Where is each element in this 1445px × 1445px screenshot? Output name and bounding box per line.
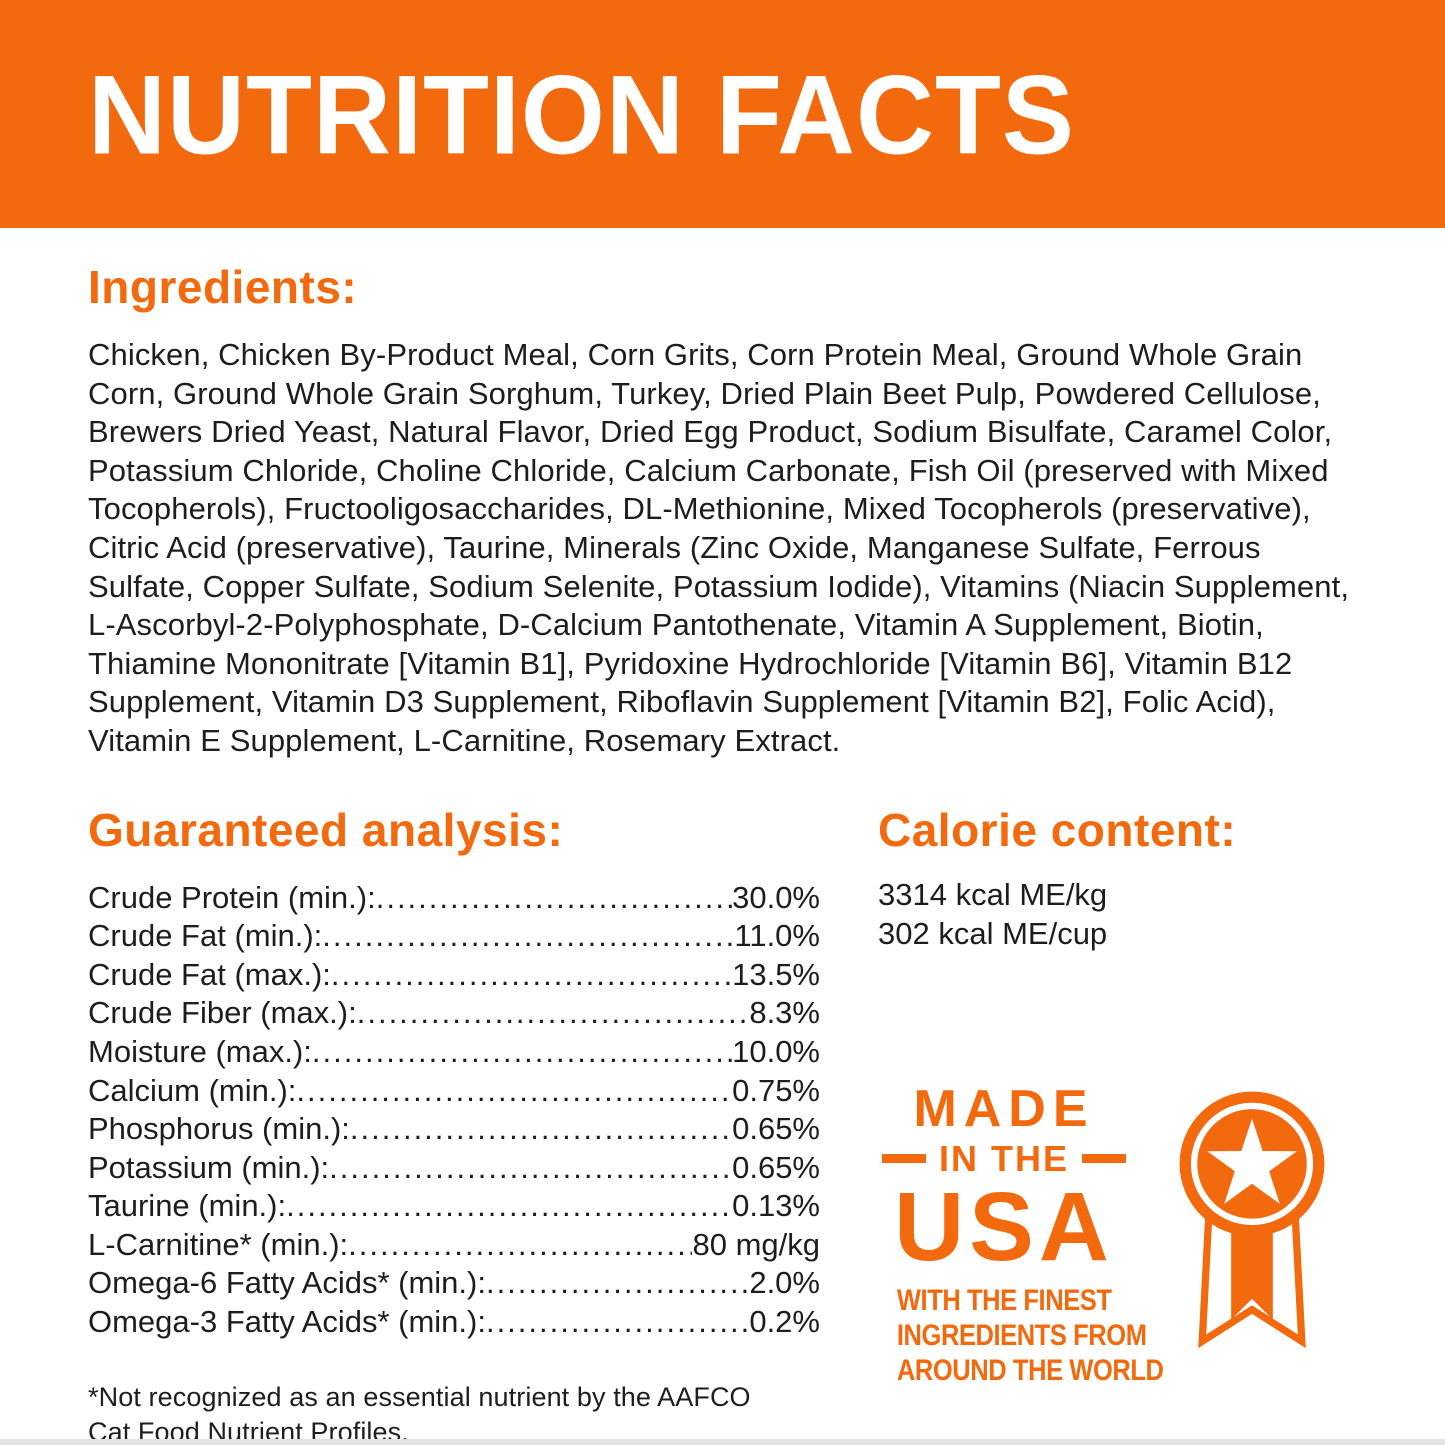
analysis-row: Omega-3 Fatty Acids* (min.): 0.2% [88,1303,820,1342]
dot-leader [296,1072,732,1111]
calorie-content-section: Calorie content: 3314 kcal ME/kg 302 kca… [878,803,1357,1445]
badge-subtext-line: INGREDIENTS FROM [896,1318,1147,1352]
dot-leader [486,1264,749,1303]
aafco-footnote: *Not recognized as an essential nutrient… [88,1381,751,1445]
analysis-value: 0.75% [732,1072,820,1108]
label-body: Ingredients: Chicken, Chicken By-Product… [0,260,1445,1445]
guaranteed-analysis-heading: Guaranteed analysis: [88,803,564,856]
guaranteed-analysis-section: Guaranteed analysis: Crude Protein (min.… [88,803,820,1445]
analysis-label: Omega-6 Fatty Acids* (min.): [88,1265,486,1301]
analysis-row: Crude Fat (min.): 11.0% [88,917,820,956]
dot-leader [312,1033,732,1072]
dot-leader [350,1110,732,1149]
analysis-value: 0.65% [732,1111,820,1147]
dot-leader [331,956,732,995]
dash-bar-right [1082,1154,1126,1164]
analysis-value: 30.0% [732,879,820,915]
analysis-value: 13.5% [732,956,820,992]
analysis-label: Crude Fat (max.): [88,956,331,992]
badge-in-the-label: IN THE [938,1137,1069,1179]
analysis-label: Moisture (max.): [88,1033,312,1069]
guaranteed-analysis-list: Crude Protein (min.): 30.0% Crude Fat (mi… [88,879,820,1342]
analysis-value: 8.3% [749,995,820,1031]
header-band: NUTRITION FACTS [0,0,1445,228]
calorie-per-cup: 302 kcal ME/cup [878,915,1108,951]
badge-line-in-the: IN THE [878,1137,1130,1181]
analysis-label: Potassium (min.): [88,1149,330,1185]
calorie-content-heading: Calorie content: [878,803,1237,856]
analysis-value: 80 mg/kg [692,1226,820,1262]
analysis-value: 11.0% [734,918,820,954]
ingredients-heading: Ingredients: [88,261,358,313]
dot-leader [376,879,732,918]
analysis-row: L-Carnitine* (min.): 80 mg/kg [88,1226,820,1265]
dot-leader [486,1303,749,1342]
dot-leader [329,1149,732,1188]
analysis-row: Calcium (min.): 0.75% [88,1072,820,1111]
analysis-row: Taurine (min.): 0.13% [88,1187,820,1226]
badge-subtext: WITH THE FINEST INGREDIENTS FROM AROUND … [896,1283,1164,1388]
dot-leader [357,994,750,1033]
dot-leader [286,1187,732,1226]
dot-leader [322,917,734,956]
badge-subtext-line: AROUND THE WORLD [896,1353,1164,1387]
analysis-row: Crude Fiber (max.): 8.3% [88,994,820,1033]
dot-leader [348,1226,692,1265]
analysis-row: Crude Protein (min.): 30.0% [88,879,820,918]
analysis-value: 2.0% [749,1265,820,1301]
analysis-value: 0.65% [732,1149,820,1185]
two-column-area: Guaranteed analysis: Crude Protein (min.… [88,803,1357,1445]
badge-line-usa: USA [894,1171,1114,1281]
analysis-label: L-Carnitine* (min.): [88,1226,349,1262]
analysis-label: Phosphorus (min.): [88,1111,350,1147]
analysis-label: Calcium (min.): [88,1072,297,1108]
analysis-label: Crude Fat (min.): [88,918,323,954]
analysis-value: 0.13% [732,1188,820,1224]
calorie-per-kg: 3314 kcal ME/kg [878,876,1108,912]
made-in-usa-badge: MADE IN THE USA WITH THE FINEST INGREDIE… [878,1081,1357,1388]
dash-bar-left [881,1154,926,1164]
badge-line-made: MADE [913,1079,1095,1138]
bottom-edge-strip [0,1439,1445,1445]
analysis-row: Moisture (max.): 10.0% [88,1033,820,1072]
made-in-usa-text: MADE IN THE USA WITH THE FINEST INGREDIE… [878,1079,1164,1388]
analysis-value: 10.0% [732,1033,820,1069]
calorie-values: 3314 kcal ME/kg 302 kcal ME/cup [878,875,1357,953]
analysis-row: Crude Fat (max.): 13.5% [88,956,820,995]
analysis-row: Potassium (min.): 0.65% [88,1149,820,1188]
analysis-row: Phosphorus (min.): 0.65% [88,1110,820,1149]
ingredients-section: Ingredients: Chicken, Chicken By-Product… [88,260,1357,761]
analysis-label: Crude Protein (min.): [88,879,376,915]
analysis-row: Omega-6 Fatty Acids* (min.): 2.0% [88,1264,820,1303]
analysis-label: Taurine (min.): [88,1188,287,1224]
analysis-label: Omega-3 Fatty Acids* (min.): [88,1304,486,1340]
analysis-value: 0.2% [749,1304,820,1340]
analysis-label: Crude Fiber (max.): [88,995,357,1031]
ingredients-text: Chicken, Chicken By-Product Meal, Corn G… [88,337,1350,758]
award-ribbon-star-icon [1179,1090,1325,1348]
badge-subtext-line: WITH THE FINEST [896,1283,1112,1317]
page-title: NUTRITION FACTS [88,51,1075,177]
